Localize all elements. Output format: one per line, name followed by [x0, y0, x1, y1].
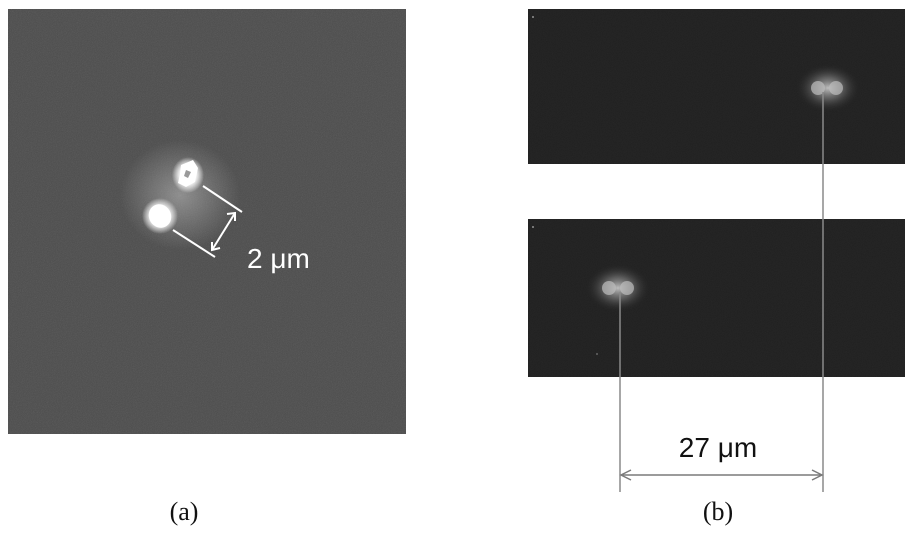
caption-a: (a)	[170, 497, 199, 526]
bottom-frame-spot	[586, 264, 650, 312]
top-frame-spot	[796, 64, 860, 112]
upper-particle	[172, 157, 204, 193]
caption-b: (b)	[703, 497, 733, 526]
scale-indicator-a	[172, 185, 243, 258]
panel-b: 27 μm (b)	[528, 9, 905, 526]
panel-a: 2 μm (a)	[8, 9, 406, 526]
scale-label-a: 2 μm	[247, 243, 310, 274]
scale-indicator-b	[619, 469, 824, 481]
lower-particle	[142, 198, 178, 234]
scale-label-b: 27 μm	[679, 432, 757, 463]
